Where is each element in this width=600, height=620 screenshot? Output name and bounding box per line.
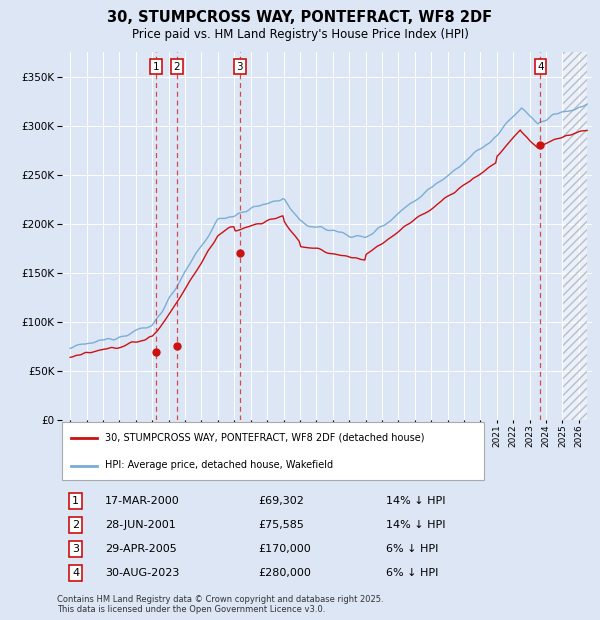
Text: 4: 4 [72,568,79,578]
Text: 6% ↓ HPI: 6% ↓ HPI [386,544,438,554]
Text: 14% ↓ HPI: 14% ↓ HPI [386,496,445,506]
Text: 6% ↓ HPI: 6% ↓ HPI [386,568,438,578]
Text: 3: 3 [72,544,79,554]
Text: HPI: Average price, detached house, Wakefield: HPI: Average price, detached house, Wake… [106,461,334,471]
Text: 30, STUMPCROSS WAY, PONTEFRACT, WF8 2DF (detached house): 30, STUMPCROSS WAY, PONTEFRACT, WF8 2DF … [106,433,425,443]
Text: 4: 4 [537,62,544,72]
Text: 29-APR-2005: 29-APR-2005 [104,544,176,554]
Text: 28-JUN-2001: 28-JUN-2001 [104,520,175,530]
Text: 30-AUG-2023: 30-AUG-2023 [104,568,179,578]
Text: 3: 3 [236,62,243,72]
Text: Price paid vs. HM Land Registry's House Price Index (HPI): Price paid vs. HM Land Registry's House … [131,28,469,41]
Text: 17-MAR-2000: 17-MAR-2000 [104,496,179,506]
Text: 14% ↓ HPI: 14% ↓ HPI [386,520,445,530]
Text: £69,302: £69,302 [259,496,304,506]
Text: £170,000: £170,000 [259,544,311,554]
FancyBboxPatch shape [62,422,484,480]
Text: 1: 1 [152,62,159,72]
Text: 1: 1 [72,496,79,506]
Text: £280,000: £280,000 [259,568,311,578]
Text: 2: 2 [72,520,79,530]
Text: 30, STUMPCROSS WAY, PONTEFRACT, WF8 2DF: 30, STUMPCROSS WAY, PONTEFRACT, WF8 2DF [107,10,493,25]
Text: 2: 2 [173,62,180,72]
Text: Contains HM Land Registry data © Crown copyright and database right 2025.
This d: Contains HM Land Registry data © Crown c… [57,595,383,614]
Text: £75,585: £75,585 [259,520,304,530]
